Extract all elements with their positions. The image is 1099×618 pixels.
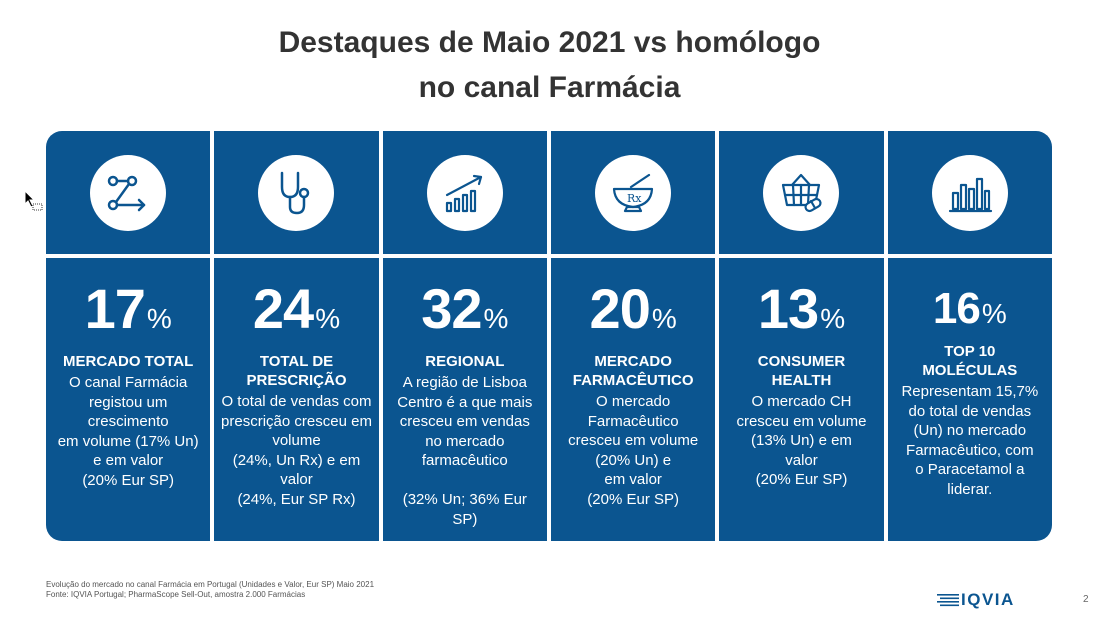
stat-unit: % xyxy=(315,303,341,334)
footnote-line-2: Fonte: IQVIA Portugal; PharmaScope Sell-… xyxy=(46,590,306,599)
svg-text:Rx: Rx xyxy=(627,192,642,205)
stethoscope-icon xyxy=(281,171,310,214)
stat-value: 17 xyxy=(84,277,146,340)
stat-value: 32 xyxy=(421,277,482,340)
highlights-panel: 17% MERCADO TOTAL O canal Farmácia regis… xyxy=(46,131,1052,541)
stat-value: 16 xyxy=(932,284,981,333)
share-nodes-icon xyxy=(107,175,146,211)
stat-value: 13 xyxy=(757,277,819,340)
card-label: MERCADO TOTAL xyxy=(63,353,194,370)
logo-text: IQVIA xyxy=(961,590,1015,609)
card-regional: 32% REGIONAL A região de Lisboa Centro é… xyxy=(382,131,547,541)
stat-unit: % xyxy=(820,303,846,334)
page-title: Destaques de Maio 2021 vs homólogo no ca… xyxy=(0,20,1099,110)
title-line-2: no canal Farmácia xyxy=(418,71,681,104)
card-top-10-moleculas: 16% TOP 10 MOLÉCULAS Representam 15,7% d… xyxy=(887,131,1052,541)
bar-chart-icon xyxy=(948,177,992,212)
card-mercado-farmaceutico: Rx 20% MERCADO FARMACÊUTICO O mercado Fa… xyxy=(550,131,716,541)
stat-value: 20 xyxy=(589,277,651,340)
card-label: MERCADO FARMACÊUTICO xyxy=(572,353,694,389)
card-description: A região de Lisboa Centro é a que mais c… xyxy=(397,374,533,528)
card-total-prescricao: 24% TOTAL DE PRESCRIÇÃO O total de venda… xyxy=(214,131,379,541)
page-number: 2 xyxy=(1083,594,1089,605)
card-mercado-total: 17% MERCADO TOTAL O canal Farmácia regis… xyxy=(46,131,211,541)
card-label: CONSUMER HEALTH xyxy=(757,353,846,389)
mouse-cursor-icon xyxy=(24,190,43,211)
stat-unit: % xyxy=(146,303,172,334)
card-label: REGIONAL xyxy=(425,353,505,370)
stat-unit: % xyxy=(981,298,1007,329)
stat-unit: % xyxy=(651,303,677,334)
footnote-line-1: Evolução do mercado no canal Farmácia em… xyxy=(46,580,375,589)
iqvia-logo: IQVIA xyxy=(937,590,1015,610)
basket-pill-icon xyxy=(782,173,823,212)
card-label: TOTAL DE PRESCRIÇÃO xyxy=(246,353,347,389)
card-description: O total de vendas com prescrição cresceu… xyxy=(221,393,372,508)
stat-unit: % xyxy=(483,303,509,334)
title-line-1: Destaques de Maio 2021 vs homólogo xyxy=(278,26,821,59)
growth-chart-icon xyxy=(445,174,482,212)
mortar-pestle-rx-icon: Rx xyxy=(613,173,654,212)
card-label: TOP 10 MOLÉCULAS xyxy=(922,343,1018,379)
card-description: O mercado CH cresceu em volume (13% Un) … xyxy=(736,393,867,488)
card-description: O canal Farmácia registou um crescimento… xyxy=(57,374,199,489)
logo-lines-icon xyxy=(937,594,959,607)
footnote: Evolução do mercado no canal Farmácia em… xyxy=(46,580,374,600)
card-description: Representam 15,7% do total de vendas (Un… xyxy=(901,383,1039,498)
card-description: O mercado Farmacêutico cresceu em volume… xyxy=(568,393,699,508)
card-consumer-health: 13% CONSUMER HEALTH O mercado CH cresceu… xyxy=(719,131,884,541)
stat-value: 24 xyxy=(252,277,314,340)
